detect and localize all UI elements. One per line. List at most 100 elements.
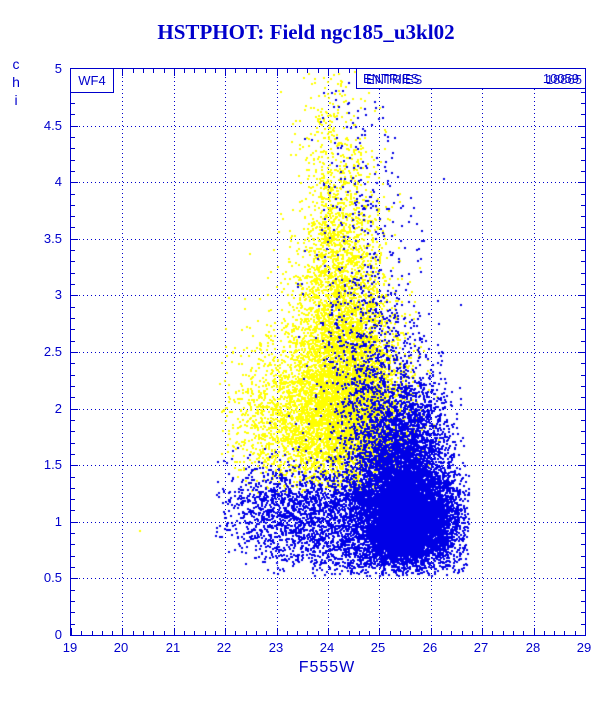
y-tick-mark bbox=[71, 261, 75, 262]
y-tick-mark bbox=[581, 499, 585, 500]
x-tick-mark bbox=[225, 628, 226, 635]
x-tick-label: 23 bbox=[268, 640, 284, 655]
x-tick-mark bbox=[81, 631, 82, 635]
y-tick-mark bbox=[71, 205, 75, 206]
x-tick-mark bbox=[318, 631, 319, 635]
y-tick-mark bbox=[581, 148, 585, 149]
y-tick-mark bbox=[581, 477, 585, 478]
x-tick-mark bbox=[102, 631, 103, 635]
plot-area: WF4 ENTRIES 10059 ENTRIES 18865 bbox=[70, 68, 586, 636]
x-tick-mark bbox=[307, 69, 308, 73]
y-tick-mark bbox=[581, 103, 585, 104]
y-tick-label: 1 bbox=[54, 514, 62, 529]
x-tick-label: 24 bbox=[319, 640, 335, 655]
x-tick-mark bbox=[164, 69, 165, 73]
x-tick-mark bbox=[451, 631, 452, 635]
y-tick-mark bbox=[581, 488, 585, 489]
x-tick-mark bbox=[143, 631, 144, 635]
x-tick-mark bbox=[307, 631, 308, 635]
x-tick-label: 20 bbox=[113, 640, 129, 655]
x-tick-mark bbox=[133, 631, 134, 635]
y-tick-mark bbox=[581, 227, 585, 228]
y-tick-mark bbox=[71, 114, 75, 115]
y-tick-mark bbox=[581, 160, 585, 161]
x-tick-mark bbox=[503, 631, 504, 635]
y-tick-mark bbox=[71, 465, 78, 466]
x-tick-mark bbox=[564, 631, 565, 635]
page-title: HSTPHOT: Field ngc185_u3kl02 bbox=[157, 20, 455, 44]
y-tick-mark bbox=[581, 612, 585, 613]
entries-stat-line: ENTRIES 10059 bbox=[357, 69, 585, 88]
y-tick-mark bbox=[71, 431, 75, 432]
x-tick-mark bbox=[153, 69, 154, 73]
x-tick-mark bbox=[235, 631, 236, 635]
y-tick-mark bbox=[71, 341, 75, 342]
x-tick-mark bbox=[338, 69, 339, 73]
y-tick-mark bbox=[71, 273, 75, 274]
x-tick-mark bbox=[523, 631, 524, 635]
y-tick-mark bbox=[71, 318, 75, 319]
x-tick-mark bbox=[235, 69, 236, 73]
y-tick-mark bbox=[71, 635, 78, 636]
x-tick-mark bbox=[462, 631, 463, 635]
x-tick-mark bbox=[174, 69, 175, 76]
x-tick-label: 25 bbox=[370, 640, 386, 655]
y-tick-mark bbox=[581, 375, 585, 376]
x-tick-mark bbox=[400, 631, 401, 635]
y-tick-mark bbox=[71, 103, 75, 104]
y-tick-mark bbox=[581, 318, 585, 319]
y-tick-mark bbox=[578, 239, 585, 240]
y-tick-mark bbox=[578, 635, 585, 636]
y-tick-mark bbox=[71, 612, 75, 613]
y-tick-label: 3 bbox=[54, 287, 62, 302]
x-tick-label: 19 bbox=[62, 640, 78, 655]
y-tick-label: 1.5 bbox=[43, 457, 62, 472]
y-tick-mark bbox=[71, 386, 75, 387]
x-tick-mark bbox=[205, 631, 206, 635]
x-tick-mark bbox=[297, 631, 298, 635]
x-tick-mark bbox=[297, 69, 298, 73]
x-tick-mark bbox=[482, 628, 483, 635]
y-tick-mark bbox=[71, 227, 75, 228]
entries-value: 10059 bbox=[542, 71, 579, 86]
x-tick-label: 21 bbox=[165, 640, 181, 655]
x-tick-mark bbox=[287, 69, 288, 73]
y-tick-mark bbox=[581, 137, 585, 138]
y-tick-mark bbox=[71, 160, 75, 161]
y-tick-mark bbox=[71, 171, 75, 172]
y-tick-mark bbox=[578, 522, 585, 523]
x-tick-label: 26 bbox=[422, 640, 438, 655]
y-tick-mark bbox=[581, 397, 585, 398]
y-tick-mark bbox=[581, 261, 585, 262]
x-tick-mark bbox=[256, 69, 257, 73]
y-tick-mark bbox=[581, 205, 585, 206]
entries-value: 18865 bbox=[545, 72, 582, 87]
entries-label: ENTRIES bbox=[366, 72, 423, 87]
y-tick-mark bbox=[581, 114, 585, 115]
x-axis-label: F555W bbox=[298, 659, 356, 676]
x-tick-mark bbox=[441, 631, 442, 635]
x-tick-mark bbox=[318, 69, 319, 73]
x-tick-mark bbox=[256, 631, 257, 635]
y-tick-mark bbox=[578, 578, 585, 579]
x-tick-mark bbox=[410, 631, 411, 635]
y-tick-mark bbox=[581, 533, 585, 534]
y-tick-mark bbox=[71, 307, 75, 308]
y-tick-mark bbox=[578, 126, 585, 127]
x-tick-mark bbox=[184, 631, 185, 635]
y-tick-mark bbox=[581, 443, 585, 444]
y-tick-mark bbox=[581, 431, 585, 432]
y-tick-mark bbox=[71, 397, 75, 398]
x-tick-mark bbox=[359, 631, 360, 635]
y-tick-mark bbox=[581, 544, 585, 545]
x-tick-mark bbox=[554, 631, 555, 635]
x-tick-mark bbox=[379, 628, 380, 635]
y-tick-mark bbox=[71, 510, 75, 511]
x-tick-mark bbox=[266, 69, 267, 73]
y-tick-label: 0 bbox=[54, 627, 62, 642]
y-tick-mark bbox=[71, 578, 78, 579]
y-tick-mark bbox=[581, 420, 585, 421]
x-tick-mark bbox=[133, 69, 134, 73]
entries-stat-line-overlay: ENTRIES 18865 bbox=[360, 70, 588, 89]
y-tick-mark bbox=[71, 590, 75, 591]
